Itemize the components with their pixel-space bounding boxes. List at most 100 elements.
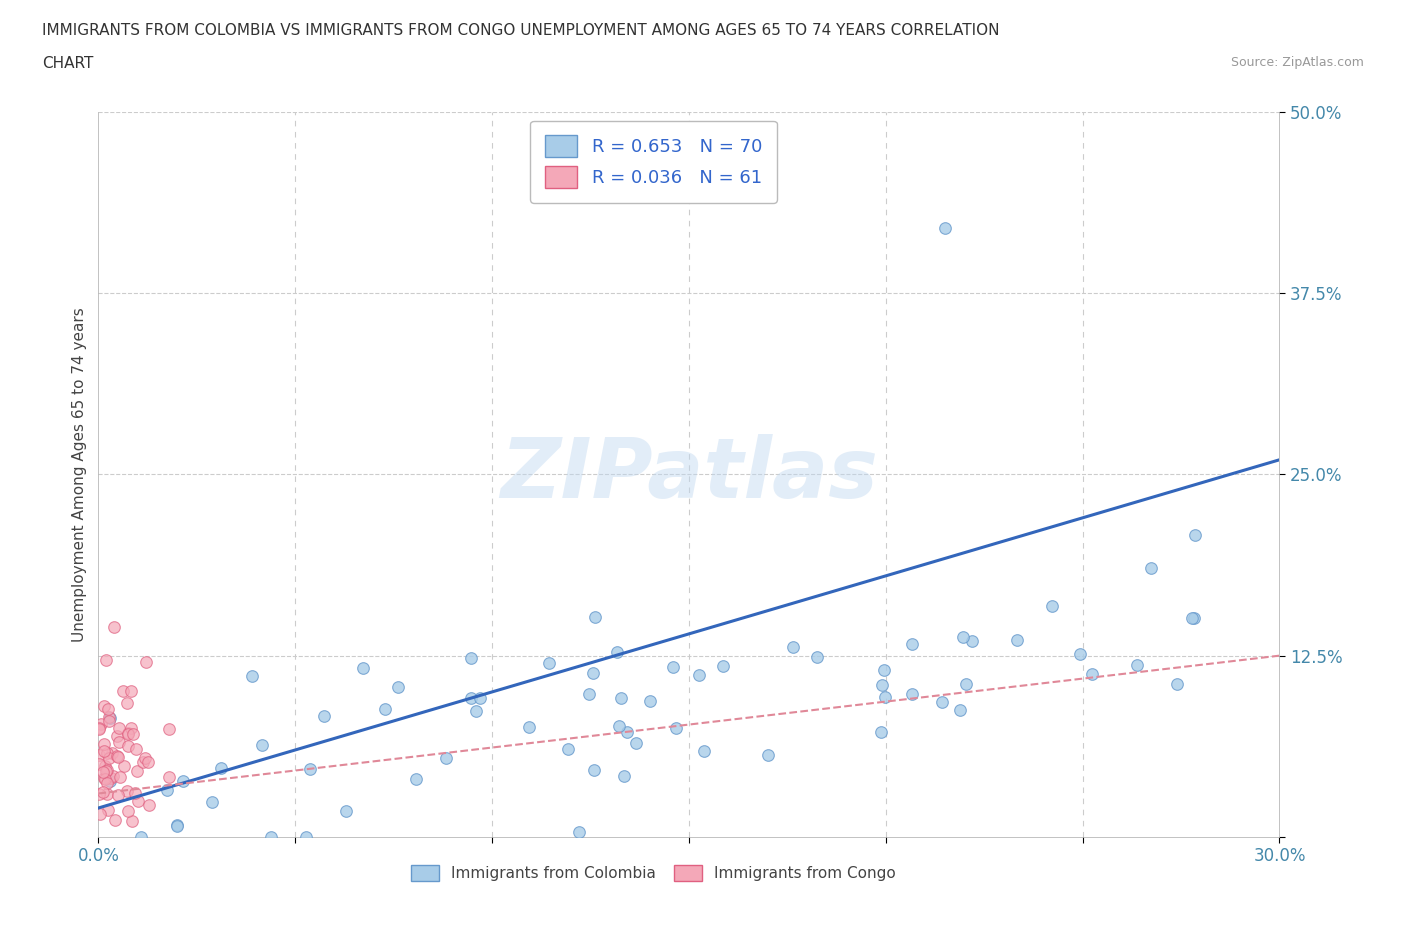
Point <box>96 763 118 777</box>
Point <box>875 690 897 705</box>
Point <box>613 769 636 784</box>
Point <box>387 680 409 695</box>
Point <box>352 660 374 675</box>
Y-axis label: Unemployment Among Ages 65 to 74 years: Unemployment Among Ages 65 to 74 years <box>72 307 87 642</box>
Point <box>138 797 160 812</box>
Point <box>136 754 159 769</box>
Point <box>1125 658 1147 672</box>
Point <box>688 668 710 683</box>
Point <box>299 762 322 777</box>
Point <box>335 804 357 818</box>
Point <box>117 696 139 711</box>
Text: ZIPatlas: ZIPatlas <box>501 433 877 515</box>
Text: Source: ZipAtlas.com: Source: ZipAtlas.com <box>1230 56 1364 69</box>
Point <box>156 783 179 798</box>
Point <box>103 769 125 784</box>
Point <box>1181 610 1204 625</box>
Point <box>98 773 121 788</box>
Point <box>806 650 828 665</box>
Point <box>93 772 115 787</box>
Point <box>870 678 893 693</box>
Point <box>132 754 155 769</box>
Point <box>1184 527 1206 542</box>
Point <box>96 746 118 761</box>
Point <box>460 650 482 665</box>
Point <box>470 690 492 705</box>
Point <box>134 751 156 765</box>
Point <box>166 819 188 834</box>
Point <box>374 702 396 717</box>
Point <box>626 735 648 750</box>
Point <box>607 718 630 733</box>
Point <box>117 726 139 741</box>
Point <box>295 830 318 844</box>
Point <box>96 775 118 790</box>
Point <box>460 690 482 705</box>
Point <box>172 774 194 789</box>
Point <box>405 771 427 786</box>
Point <box>94 764 117 778</box>
Point <box>948 702 970 717</box>
Point <box>108 721 131 736</box>
Point <box>931 695 953 710</box>
Point <box>756 748 779 763</box>
Point <box>1166 677 1188 692</box>
Point <box>1040 599 1063 614</box>
Point <box>115 784 138 799</box>
Point <box>129 830 152 844</box>
Point <box>98 710 121 724</box>
Point <box>955 676 977 691</box>
Point <box>250 737 273 752</box>
Point <box>583 763 606 777</box>
Point <box>242 669 264 684</box>
Point <box>121 814 143 829</box>
Point <box>127 764 149 778</box>
Point <box>124 741 146 756</box>
Point <box>94 652 117 667</box>
Point <box>97 713 120 728</box>
Point <box>711 658 734 673</box>
Point <box>900 687 922 702</box>
Point <box>122 726 145 741</box>
Point <box>93 770 115 785</box>
Point <box>870 725 893 740</box>
Point <box>103 619 125 634</box>
Point <box>960 633 983 648</box>
Point <box>93 698 115 713</box>
Point <box>100 711 122 725</box>
Text: IMMIGRANTS FROM COLOMBIA VS IMMIGRANTS FROM CONGO UNEMPLOYMENT AMONG AGES 65 TO : IMMIGRANTS FROM COLOMBIA VS IMMIGRANTS F… <box>42 23 1000 38</box>
Point <box>1139 561 1161 576</box>
Point <box>89 806 111 821</box>
Point <box>91 785 114 800</box>
Point <box>568 825 591 840</box>
Point <box>1182 611 1205 626</box>
Point <box>464 703 486 718</box>
Point <box>582 665 605 680</box>
Point <box>260 830 283 844</box>
Point <box>517 719 540 734</box>
Point <box>638 694 661 709</box>
Point <box>873 663 896 678</box>
Point <box>665 720 688 735</box>
Point <box>112 759 135 774</box>
Point <box>537 656 560 671</box>
Point <box>101 745 124 760</box>
Point <box>434 751 457 765</box>
Point <box>157 722 180 737</box>
Point <box>91 764 114 779</box>
Point <box>127 794 149 809</box>
Point <box>90 717 112 732</box>
Point <box>1069 646 1091 661</box>
Text: CHART: CHART <box>42 56 94 71</box>
Point <box>96 787 118 802</box>
Point <box>105 749 128 764</box>
Point <box>120 721 142 736</box>
Point <box>89 748 111 763</box>
Point <box>557 741 579 756</box>
Point <box>166 817 188 832</box>
Point <box>662 659 685 674</box>
Point <box>87 721 110 736</box>
Legend: Immigrants from Colombia, Immigrants from Congo: Immigrants from Colombia, Immigrants fro… <box>405 859 901 887</box>
Point <box>201 795 224 810</box>
Point <box>100 771 122 786</box>
